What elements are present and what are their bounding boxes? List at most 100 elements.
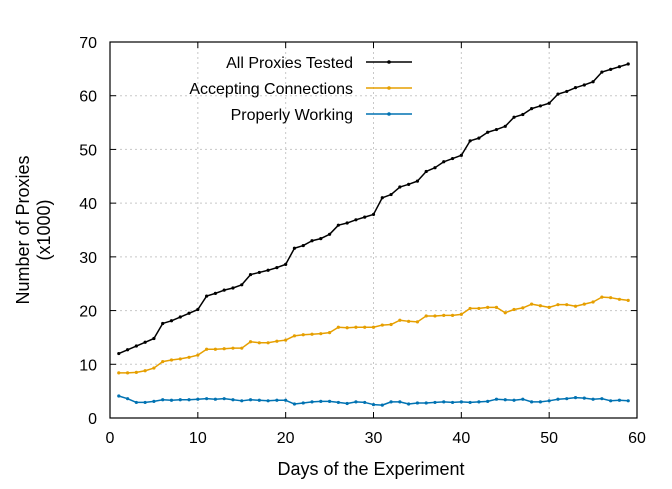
- data-point: [231, 286, 235, 290]
- data-point: [178, 315, 182, 319]
- data-point: [134, 344, 138, 348]
- data-point: [354, 400, 358, 404]
- data-point: [389, 192, 393, 197]
- data-point: [292, 402, 297, 406]
- x-tick-label: 50: [540, 430, 558, 447]
- legend-marker-accepting-connections: [387, 86, 391, 90]
- series-accepting-connections: [117, 295, 630, 375]
- data-point: [319, 399, 323, 403]
- data-point: [257, 341, 261, 345]
- legend-label-accepting-connections: Accepting Connections: [189, 81, 353, 98]
- data-point: [380, 403, 384, 407]
- data-point: [459, 312, 463, 316]
- data-point: [442, 313, 446, 318]
- data-point: [125, 348, 130, 352]
- data-point: [477, 136, 481, 140]
- data-point: [538, 400, 542, 404]
- data-point: [582, 83, 586, 87]
- data-point: [380, 196, 384, 200]
- data-point: [609, 399, 613, 403]
- data-point: [556, 303, 560, 307]
- x-tick-label: 30: [365, 430, 383, 447]
- data-point: [468, 306, 472, 311]
- y-tick-label: 40: [79, 196, 97, 213]
- data-point: [336, 325, 340, 329]
- series-layer: [117, 62, 630, 407]
- grid-lines: [110, 42, 637, 418]
- series-properly-working: [117, 394, 630, 407]
- data-point: [591, 397, 595, 401]
- data-point: [494, 305, 499, 309]
- data-point: [547, 399, 551, 403]
- legend-label-properly-working: Properly Working: [231, 107, 353, 124]
- data-point: [450, 313, 455, 318]
- series-all-proxies-tested: [117, 62, 630, 356]
- data-point: [565, 89, 569, 94]
- data-point: [327, 399, 332, 403]
- data-point: [301, 333, 305, 337]
- data-point: [512, 307, 516, 312]
- data-point: [152, 366, 156, 370]
- data-point: [222, 288, 226, 292]
- data-point: [600, 70, 604, 74]
- data-point: [617, 297, 622, 301]
- data-point: [169, 319, 174, 323]
- data-point: [187, 398, 191, 402]
- data-point: [327, 330, 332, 335]
- data-point: [345, 326, 349, 330]
- data-point: [415, 320, 420, 324]
- data-point: [187, 355, 191, 359]
- data-point: [301, 401, 305, 405]
- data-point: [538, 304, 542, 308]
- data-point: [354, 218, 358, 222]
- data-point: [257, 398, 261, 402]
- data-point: [196, 307, 200, 312]
- x-tick-label: 40: [452, 430, 470, 447]
- data-point: [530, 302, 534, 306]
- data-point: [407, 182, 411, 186]
- data-point: [442, 400, 446, 404]
- data-point: [573, 395, 578, 400]
- data-point: [266, 399, 270, 403]
- data-point: [222, 347, 226, 351]
- data-point: [327, 232, 332, 236]
- data-point: [556, 92, 560, 96]
- data-point: [117, 351, 121, 356]
- tick-labels: 0 10 20 30 40 50 60 0 10 20 30 40 50 60 70: [79, 35, 646, 447]
- data-point: [310, 332, 314, 336]
- data-point: [248, 398, 253, 402]
- data-point: [301, 243, 305, 248]
- y-axis-label-unit: (x1000): [34, 199, 54, 260]
- data-point: [582, 302, 586, 306]
- data-point: [512, 115, 516, 119]
- data-point: [424, 169, 428, 174]
- data-point: [530, 107, 534, 111]
- data-point: [521, 397, 525, 401]
- y-tick-label: 10: [79, 357, 97, 374]
- data-point: [486, 130, 490, 134]
- data-point: [389, 400, 393, 404]
- x-tick-label: 10: [189, 430, 207, 447]
- data-point: [222, 397, 226, 401]
- data-point: [345, 401, 349, 406]
- data-point: [521, 112, 525, 117]
- data-point: [266, 268, 270, 272]
- data-point: [503, 311, 507, 315]
- data-point: [494, 397, 499, 401]
- data-point: [398, 318, 402, 322]
- data-point: [240, 346, 244, 350]
- data-point: [187, 311, 191, 315]
- data-point: [205, 397, 209, 401]
- data-point: [494, 127, 499, 132]
- data-point: [292, 246, 297, 250]
- data-point: [591, 300, 595, 304]
- data-point: [459, 153, 463, 157]
- legend: All Proxies Tested Accepting Connections P…: [189, 55, 412, 124]
- data-point: [143, 369, 147, 373]
- x-tick-label: 20: [277, 430, 295, 447]
- data-point: [573, 86, 578, 90]
- data-point: [398, 400, 402, 404]
- data-point: [125, 397, 130, 401]
- y-tick-label: 60: [79, 89, 97, 106]
